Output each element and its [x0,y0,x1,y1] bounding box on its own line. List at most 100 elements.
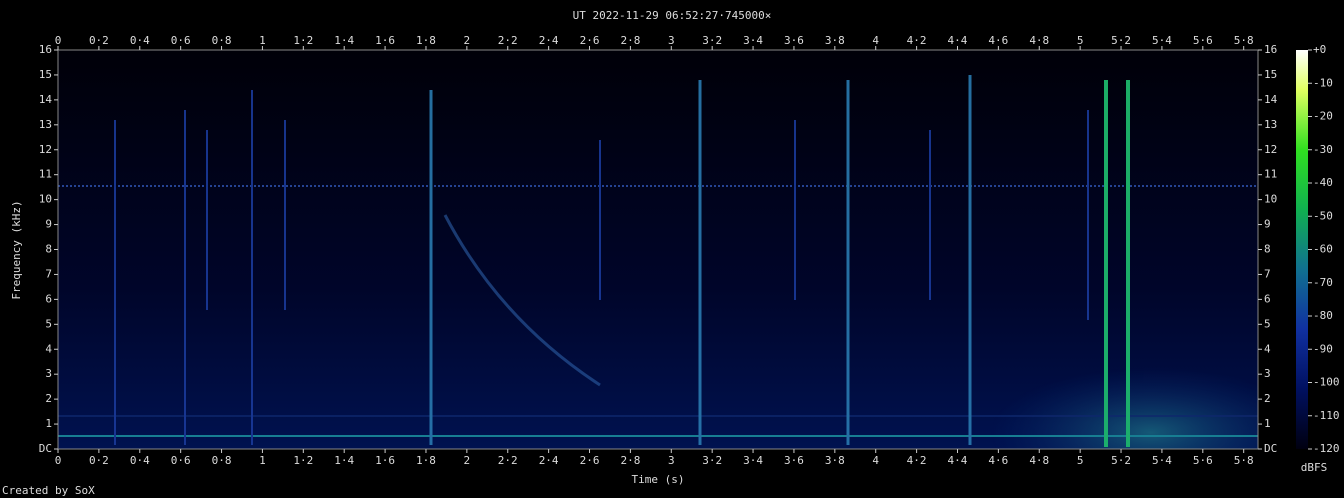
x-tick-label: 1·2 [293,454,313,467]
y-tick-label: 1 [1264,417,1271,430]
x-tick-label: 2·6 [580,34,600,47]
y-tick-label: 12 [1264,143,1277,156]
y-tick-label: 7 [1264,267,1271,280]
y-tick-label: 15 [1264,68,1277,81]
chart-title: UT 2022-11-29 06:52:27·745000× [573,9,772,22]
x-tick-label: 3·4 [743,454,763,467]
colorbar-tick-label: -80 [1313,309,1333,322]
y-tick-label: 8 [1264,243,1271,256]
x-tick-label: 0·2 [89,454,109,467]
x-tick-label: 5·8 [1234,454,1254,467]
x-tick-label: 4·4 [948,454,968,467]
x-tick-label: 2·8 [620,454,640,467]
x-tick-label: 0·6 [171,34,191,47]
x-tick-label: 0 [55,34,62,47]
x-tick-label: 3 [668,34,675,47]
x-tick-label: 5·4 [1152,34,1172,47]
x-tick-label: 0·2 [89,34,109,47]
colorbar-tick-label: -100 [1313,376,1340,389]
y-tick-label: 4 [1264,342,1271,355]
x-tick-label: 2·2 [498,454,518,467]
x-tick-label: 4·6 [988,454,1008,467]
x-tick-label: 1·6 [375,34,395,47]
y-tick-label: 3 [45,367,52,380]
x-tick-label: 1·4 [334,34,354,47]
x-tick-label: 4·8 [1029,454,1049,467]
y-tick-label: 1 [45,417,52,430]
x-tick-label: 2·6 [580,454,600,467]
x-tick-label: 3·6 [784,34,804,47]
x-tick-label: 0·8 [212,454,232,467]
y-tick-label: 13 [39,118,52,131]
y-tick-label: 14 [39,93,53,106]
x-tick-label: 3·2 [702,34,722,47]
x-tick-label: 0·8 [212,34,232,47]
x-tick-label: 4·2 [907,454,927,467]
x-tick-label: 2·4 [539,454,559,467]
y-tick-label: 9 [45,218,52,231]
x-tick-label: 1·8 [416,34,436,47]
x-tick-label: 1·6 [375,454,395,467]
x-tick-label: 4·8 [1029,34,1049,47]
x-tick-label: 5·2 [1111,34,1131,47]
spectrogram-image [58,75,1258,449]
colorbar-tick-label: -60 [1313,243,1333,256]
x-tick-label: 2·4 [539,34,559,47]
y-tick-label: 3 [1264,367,1271,380]
colorbar-tick-label: -40 [1313,176,1333,189]
y-tick-label: 11 [39,168,52,181]
y-tick-label: 13 [1264,118,1277,131]
colorbar-tick-label: -110 [1313,409,1340,422]
x-tick-label: 0·4 [130,454,150,467]
y-tick-label: 8 [45,243,52,256]
y-axis-label: Frequency (kHz) [10,200,23,299]
y-tick-label: 12 [39,143,52,156]
x-tick-label: 1·8 [416,454,436,467]
x-axis-label: Time (s) [632,473,685,486]
x-tick-label: 3·6 [784,454,804,467]
colorbar-tick-label: -20 [1313,110,1333,123]
y-tick-label: 5 [45,317,52,330]
y-tick-label: 5 [1264,317,1271,330]
y-tick-label: 15 [39,68,52,81]
x-tick-label: 4·6 [988,34,1008,47]
y-tick-label: 2 [45,392,52,405]
y-tick-label: 2 [1264,392,1271,405]
y-tick-label: DC [1264,442,1277,455]
y-tick-label: 6 [1264,292,1271,305]
x-tick-label: 5·8 [1234,34,1254,47]
x-tick-label: 1 [259,454,266,467]
colorbar-label: dBFS [1301,461,1328,474]
y-tick-label: 14 [1264,93,1278,106]
x-tick-label: 0·4 [130,34,150,47]
x-tick-label: 0 [55,454,62,467]
colorbar-tick-label: -120 [1313,442,1340,455]
x-tick-label: 0·6 [171,454,191,467]
x-tick-label: 1·4 [334,454,354,467]
x-tick-label: 4 [872,34,879,47]
y-tick-label: 7 [45,267,52,280]
colorbar-tick-label: -30 [1313,143,1333,156]
x-tick-label: 3·8 [825,34,845,47]
x-tick-label: 2 [464,34,471,47]
x-tick-label: 5 [1077,34,1084,47]
y-tick-label: 11 [1264,168,1277,181]
y-tick-label: 16 [1264,43,1277,56]
footer: Created by SoX [2,484,95,497]
colorbar-tick-label: +0 [1313,43,1326,56]
x-tick-label: 4·2 [907,34,927,47]
colorbar-tick-label: -10 [1313,76,1333,89]
x-tick-label: 1 [259,34,266,47]
x-tick-label: 3·2 [702,454,722,467]
y-tick-label: DC [39,442,52,455]
y-tick-label: 16 [39,43,52,56]
colorbar-tick-label: -90 [1313,342,1333,355]
colorbar-tick-label: -50 [1313,209,1333,222]
x-tick-label: 5·4 [1152,454,1172,467]
x-tick-label: 5 [1077,454,1084,467]
x-tick-label: 5·2 [1111,454,1131,467]
x-tick-label: 3 [668,454,675,467]
y-tick-label: 10 [1264,193,1277,206]
x-tick-label: 3·4 [743,34,763,47]
